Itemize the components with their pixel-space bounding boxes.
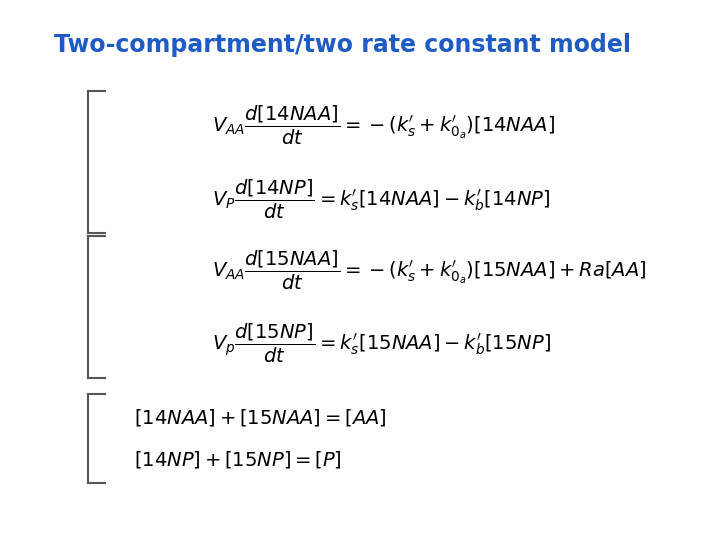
Text: $[14NAA]+[15NAA]=[AA]$: $[14NAA]+[15NAA]=[AA]$ [134, 407, 387, 428]
Text: Two-compartment/two rate constant model: Two-compartment/two rate constant model [54, 33, 631, 57]
Text: $V_P\dfrac{d[14NP]}{dt} = k_s'[14NAA]-k_b'[14NP]$: $V_P\dfrac{d[14NP]}{dt} = k_s'[14NAA]-k_… [212, 178, 551, 220]
Text: $V_{AA}\dfrac{d[14NAA]}{dt} = -(k_s'+k_{0_a}')[14NAA]$: $V_{AA}\dfrac{d[14NAA]}{dt} = -(k_s'+k_{… [212, 104, 555, 147]
Text: $V_p\dfrac{d[15NP]}{dt} = k_s'[15NAA]-k_b'[15NP]$: $V_p\dfrac{d[15NP]}{dt} = k_s'[15NAA]-k_… [212, 322, 552, 365]
Text: $V_{AA}\dfrac{d[15NAA]}{dt} = -(k_s'+k_{0_a}')[15NAA] + Ra[AA]$: $V_{AA}\dfrac{d[15NAA]}{dt} = -(k_s'+k_{… [212, 248, 647, 292]
Text: $[14NP]+[15NP]=[P]$: $[14NP]+[15NP]=[P]$ [134, 449, 342, 470]
